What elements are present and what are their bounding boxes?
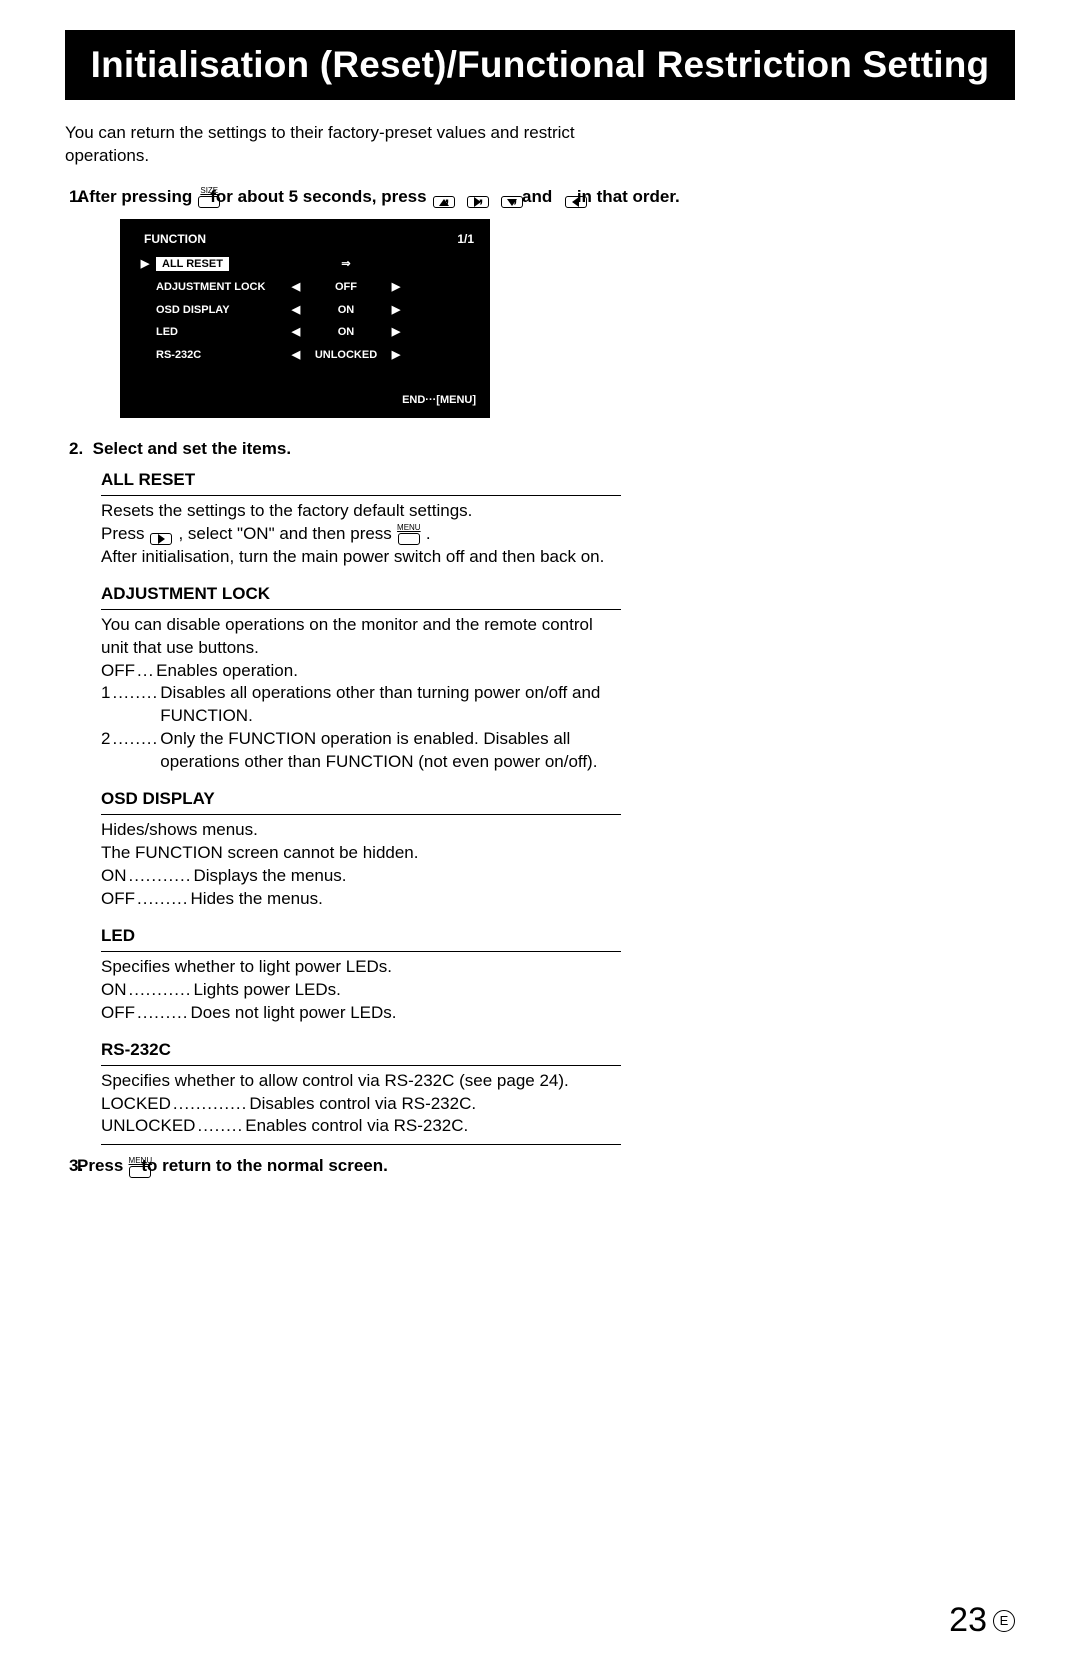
osd-l1: Hides/shows menus. (101, 819, 621, 842)
step2-num: 2. (69, 439, 83, 458)
step3-text-b: to return to the normal screen. (157, 1155, 388, 1178)
osd-row: RS-232C◀UNLOCKED▶ (134, 348, 476, 363)
section-body-osd: Hides/shows menus. The FUNCTION screen c… (101, 815, 621, 917)
right-button-icon (465, 186, 491, 208)
allreset-l2a: Press (101, 523, 144, 546)
osd-row: OSD DISPLAY◀ON▶ (134, 303, 476, 318)
osd-row-name: ALL RESET (156, 257, 286, 272)
osd-off-k: OFF (101, 888, 135, 911)
osd-row-name: ADJUSTMENT LOCK (156, 280, 286, 295)
step-3: 3. Press MENU to return to the normal sc… (69, 1155, 1015, 1178)
osd-row: ADJUSTMENT LOCK◀OFF▶ (134, 280, 476, 295)
rs232c-ul-v: Enables control via RS-232C. (245, 1115, 468, 1138)
rs232c-lk-k: LOCKED (101, 1093, 171, 1116)
osd-row-name: LED (156, 325, 286, 340)
osd-row: LED◀ON▶ (134, 325, 476, 340)
led-l1: Specifies whether to light power LEDs. (101, 956, 621, 979)
adjlock-2-v: Only the FUNCTION operation is enabled. … (160, 728, 621, 774)
step1-and: , and (529, 186, 559, 209)
allreset-l2c: . (426, 523, 431, 546)
led-off-k: OFF (101, 1002, 135, 1025)
osd-on-k: ON (101, 865, 127, 888)
section-body-led: Specifies whether to light power LEDs. O… (101, 952, 621, 1031)
allreset-l1: Resets the settings to the factory defau… (101, 500, 621, 523)
language-indicator: E (993, 1610, 1015, 1632)
osd-header-right: 1/1 (457, 231, 474, 247)
osd-row-name: OSD DISPLAY (156, 303, 286, 318)
step1-text-b: for about 5 seconds, press (226, 186, 426, 209)
allreset-l2b: , select "ON" and then press (178, 523, 391, 546)
osd-row-value: ON (306, 325, 386, 340)
right-button-icon (148, 523, 174, 545)
dots: ........ (110, 682, 160, 728)
step1-tail: in that order. (593, 186, 680, 209)
step-2: 2. Select and set the items. (69, 438, 1015, 461)
page-footer: 23 E (65, 1598, 1015, 1644)
osd-arrow-left-icon: ◀ (286, 280, 306, 295)
page-number: 23 (949, 1598, 987, 1644)
osd-row: ▶ALL RESET ⇒ (134, 257, 476, 272)
osd-row-value: ⇒ (306, 257, 386, 272)
rs232c-lk-v: Disables control via RS-232C. (249, 1093, 476, 1116)
intro-text: You can return the settings to their fac… (65, 122, 625, 168)
section-title-allreset: ALL RESET (101, 467, 621, 496)
menu-label: MENU (397, 524, 421, 532)
led-on-k: ON (101, 979, 127, 1002)
osd-row-value: ON (306, 303, 386, 318)
adjlock-2-k: 2 (101, 728, 110, 774)
page-title-bar: Initialisation (Reset)/Functional Restri… (65, 30, 1015, 100)
up-button-icon (431, 186, 457, 208)
led-off-v: Does not light power LEDs. (191, 1002, 397, 1025)
adjlock-l1: You can disable operations on the monito… (101, 614, 621, 660)
step2-text: Select and set the items. (93, 439, 291, 458)
section-body-rs232c: Specifies whether to allow control via R… (101, 1066, 621, 1146)
dots: ............. (171, 1093, 249, 1116)
osd-row-value: UNLOCKED (306, 348, 386, 363)
section-body-allreset: Resets the settings to the factory defau… (101, 496, 621, 575)
dots: ........ (110, 728, 160, 774)
dots: ... (135, 660, 156, 683)
dots: ........... (127, 979, 194, 1002)
dots: ........... (127, 865, 194, 888)
section-body-adjlock: You can disable operations on the monito… (101, 610, 621, 781)
section-title-adjlock: ADJUSTMENT LOCK (101, 581, 621, 610)
led-on-v: Lights power LEDs. (193, 979, 340, 1002)
step3-text-a: Press (93, 1155, 123, 1178)
osd-arrow-left-icon: ◀ (286, 348, 306, 363)
adjlock-off-k: OFF (101, 660, 135, 683)
section-title-led: LED (101, 923, 621, 952)
osd-arrow-right-icon: ▶ (386, 348, 406, 363)
adjlock-1-k: 1 (101, 682, 110, 728)
osd-off-v: Hides the menus. (191, 888, 323, 911)
adjlock-off-v: Enables operation. (156, 660, 298, 683)
dots: ........ (195, 1115, 245, 1138)
dots: ......... (135, 1002, 191, 1025)
osd-arrow-right-icon: ▶ (386, 280, 406, 295)
rs232c-ul-k: UNLOCKED (101, 1115, 195, 1138)
rs232c-l1: Specifies whether to allow control via R… (101, 1070, 621, 1093)
osd-arrow-right-icon: ▶ (386, 325, 406, 340)
adjlock-1-v: Disables all operations other than turni… (160, 682, 621, 728)
menu-button-icon: MENU (396, 523, 422, 545)
osd-end: END···[MENU] (134, 393, 476, 408)
dots: ......... (135, 888, 191, 911)
osd-arrow-left-icon: ◀ (286, 325, 306, 340)
osd-header-left: FUNCTION (144, 231, 206, 247)
step-1: 1. After pressing SIZE for about 5 secon… (65, 186, 1015, 209)
osd-l2: The FUNCTION screen cannot be hidden. (101, 842, 621, 865)
section-title-rs232c: RS-232C (101, 1037, 621, 1066)
osd-arrow-left-icon: ◀ (286, 303, 306, 318)
osd-panel: FUNCTION 1/1 ▶ALL RESET⇒ADJUSTMENT LOCK◀… (120, 219, 490, 418)
page-title: Initialisation (Reset)/Functional Restri… (73, 40, 1007, 90)
allreset-l3: After initialisation, turn the main powe… (101, 546, 621, 569)
osd-arrow-right-icon: ▶ (386, 303, 406, 318)
osd-row-name: RS-232C (156, 348, 286, 363)
osd-on-v: Displays the menus. (193, 865, 346, 888)
osd-cursor-icon: ▶ (134, 257, 156, 272)
step1-text-a: After pressing (93, 186, 192, 209)
section-title-osd: OSD DISPLAY (101, 786, 621, 815)
osd-row-value: OFF (306, 280, 386, 295)
